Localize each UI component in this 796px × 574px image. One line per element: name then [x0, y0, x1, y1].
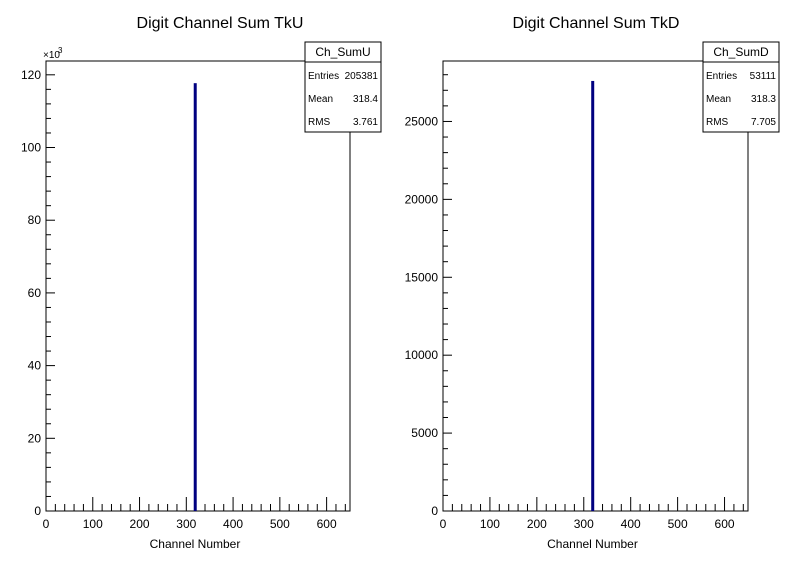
chart-2-x-tick-label: 600 — [715, 517, 735, 531]
chart-1-x-tick-label: 300 — [176, 517, 196, 531]
chart-2-stats-frame — [702, 41, 780, 133]
chart-2-plot-frame — [442, 60, 749, 512]
chart-2-x-tick-label: 200 — [527, 517, 547, 531]
chart-1-x-tick-label: 0 — [43, 517, 50, 531]
chart-2-x-axis-label: Channel Number — [547, 537, 638, 551]
chart-2-stats-rms-value: 7.705 — [751, 117, 776, 128]
chart-1-y-tick-label: 60 — [28, 286, 42, 300]
chart-1-x-tick-label: 200 — [130, 517, 150, 531]
chart-2-stats-mean-label: Mean — [706, 94, 731, 105]
chart-2-stats-entries-label: Entries — [706, 71, 737, 82]
chart-1-stats-entries-value: 205381 — [345, 71, 379, 82]
chart-1-x-axis-label: Channel Number — [150, 537, 241, 551]
chart-1-title: Digit Channel Sum TkU — [137, 15, 304, 32]
chart-1-stats-mean-value: 318.4 — [353, 94, 378, 105]
chart-1-stats-frame — [304, 41, 382, 133]
chart-2-stats-rms-label: RMS — [706, 117, 729, 128]
chart-2-x-tick-label: 0 — [440, 517, 447, 531]
chart-2-stats-box: Ch_SumD Entries 53111 Mean 318.3 RMS 7.705 — [702, 41, 780, 133]
chart-1-stats-rms-value: 3.761 — [353, 117, 378, 128]
chart-2-histogram-bin — [591, 80, 595, 512]
chart-1-stats-rms-label: RMS — [308, 117, 331, 128]
chart-1-x-tick-label: 600 — [317, 517, 337, 531]
chart-2-y-tick-label: 10000 — [405, 348, 439, 362]
chart-1-y-tick-label: 120 — [21, 68, 41, 82]
chart-1-x-tick-label: 500 — [270, 517, 290, 531]
chart-1-y-multiplier-exponent: 3 — [58, 46, 63, 55]
chart-2-y-tick-label: 15000 — [405, 270, 439, 284]
chart-1-y-tick-label: 40 — [28, 359, 42, 373]
chart-1-y-tick-label: 100 — [21, 141, 41, 155]
chart-2-stats-entries-value: 53111 — [750, 71, 777, 82]
chart-1-histogram-bin — [193, 83, 197, 512]
chart-1-y-tick-label: 20 — [28, 431, 42, 445]
chart-1-y-tick-label: 0 — [34, 504, 41, 518]
chart-2-y-tick-label: 20000 — [405, 192, 439, 206]
chart-2-panel: Digit Channel Sum TkD 0 100 200 300 400 500 600… — [405, 15, 780, 551]
chart-1-stats-entries-label: Entries — [308, 71, 339, 82]
chart-2-stats-name: Ch_SumD — [713, 45, 769, 59]
chart-2-x-tick-label: 500 — [668, 517, 688, 531]
chart-1-x-tick-label: 400 — [223, 517, 243, 531]
chart-2-y-tick-label: 0 — [431, 504, 438, 518]
chart-2-y-tick-label: 5000 — [411, 426, 438, 440]
chart-1-plot-frame — [45, 60, 351, 512]
chart-2-x-tick-label: 400 — [621, 517, 641, 531]
chart-2-title: Digit Channel Sum TkD — [513, 15, 680, 32]
chart-1-x-tick-label: 100 — [83, 517, 103, 531]
chart-2-stats-mean-value: 318.3 — [751, 94, 776, 105]
chart-1-y-tick-label: 80 — [28, 213, 42, 227]
chart-1-stats-mean-label: Mean — [308, 94, 333, 105]
chart-1-y-multiplier: ×10 — [43, 50, 60, 61]
chart-2-x-tick-label: 300 — [574, 517, 594, 531]
chart-2-x-tick-label: 100 — [480, 517, 500, 531]
chart-2-y-tick-label: 25000 — [405, 114, 439, 128]
chart-1-stats-name: Ch_SumU — [315, 45, 370, 59]
chart-1-stats-box: Ch_SumU Entries 205381 Mean 318.4 RMS 3.761 — [304, 41, 382, 133]
